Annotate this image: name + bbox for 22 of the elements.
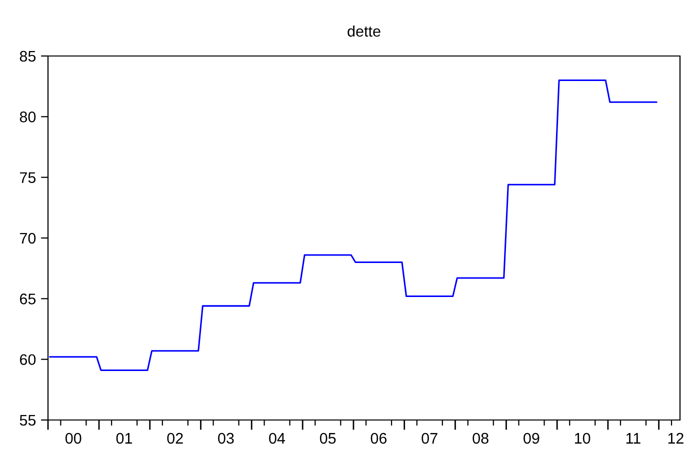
y-tick-label: 80 (20, 112, 36, 122)
y-tick-label: 85 (20, 50, 36, 62)
x-tick-label: 02 (167, 432, 183, 444)
x-tick-label: 04 (269, 432, 286, 444)
y-tick-label: 75 (20, 172, 36, 184)
x-tick-label: 03 (218, 432, 234, 444)
y-tick-label: 70 (20, 232, 36, 244)
x-tick-label: 08 (472, 432, 488, 444)
x-tick-label: 09 (524, 432, 540, 444)
chart-title: dette (348, 25, 380, 37)
x-tick-label: 06 (370, 432, 387, 444)
x-tick-label: 11 (626, 433, 640, 444)
y-tick-label: 65 (20, 294, 36, 304)
line-series (49, 80, 658, 372)
y-tick-label: 60 (20, 354, 36, 366)
x-tick-label: 01 (116, 432, 132, 444)
x-tick-label: 07 (422, 432, 438, 444)
y-tick-label: 55 (20, 415, 36, 426)
x-tick-label: 12 (668, 432, 684, 444)
x-tick-label: 00 (65, 432, 82, 444)
x-tick-label: 05 (320, 432, 336, 444)
x-tick-label: 10 (574, 432, 590, 444)
